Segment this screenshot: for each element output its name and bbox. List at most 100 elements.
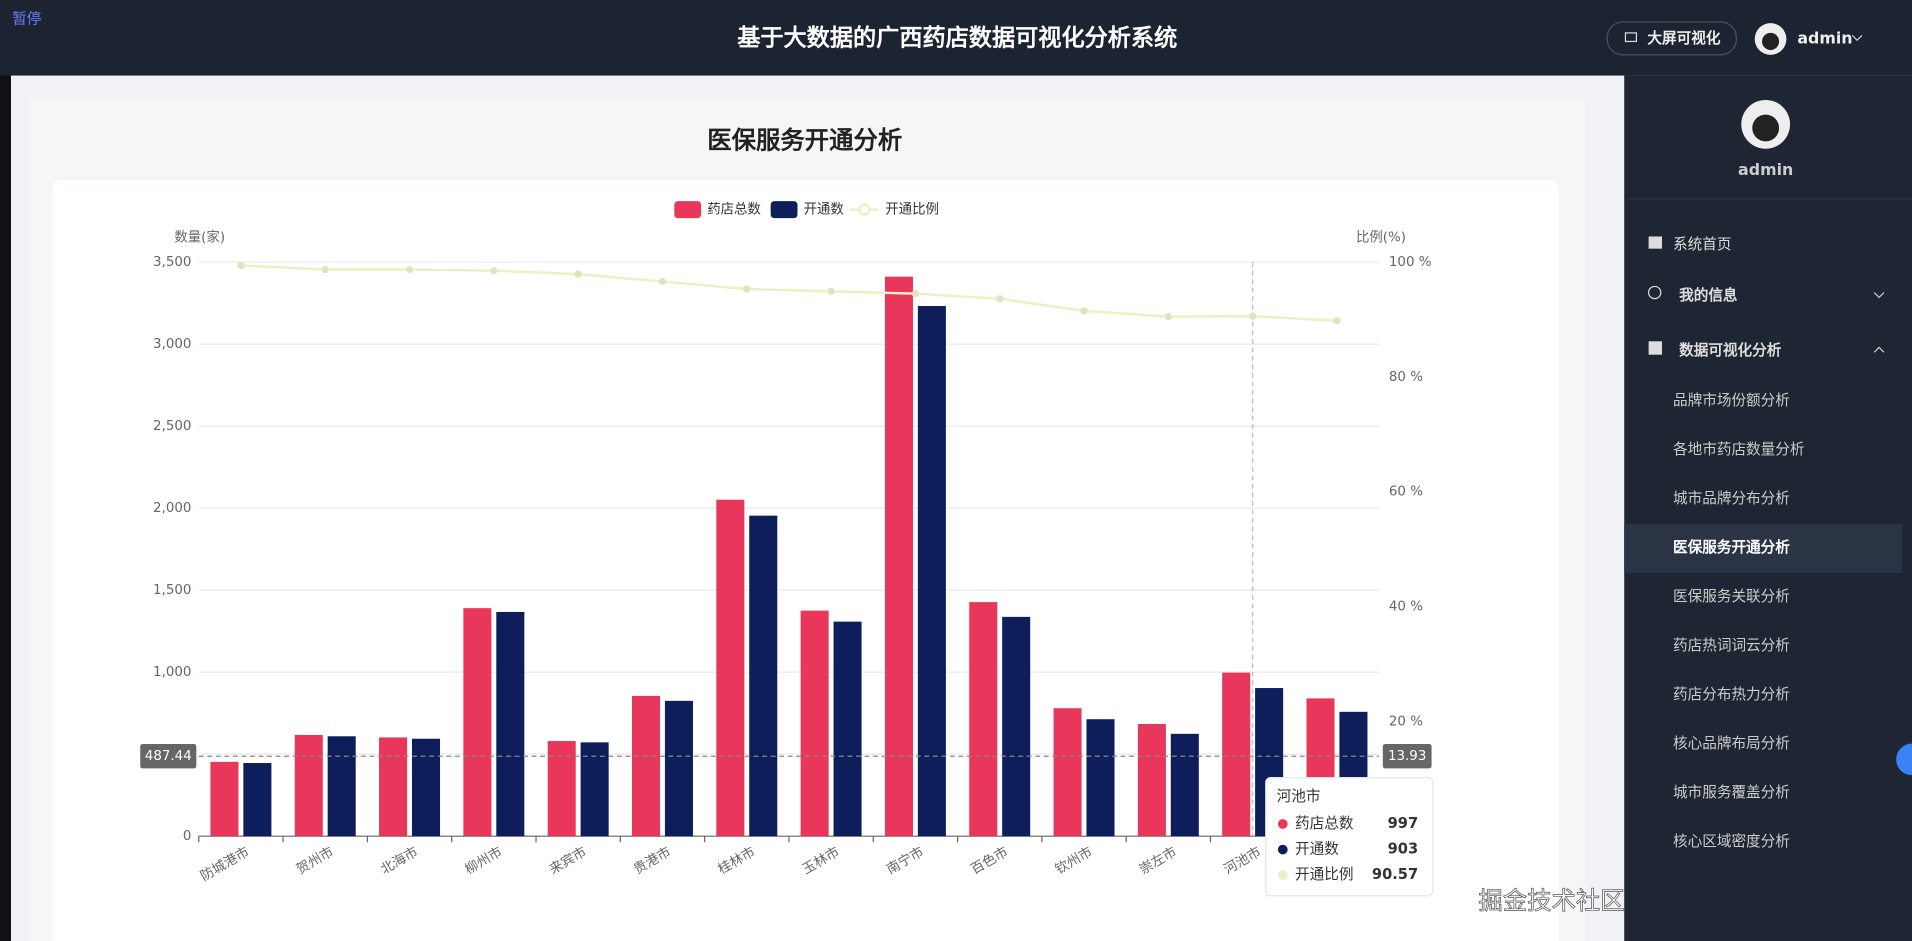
tooltip-value: 997: [1388, 815, 1419, 832]
bar: [884, 276, 913, 837]
ratio-point: [1333, 316, 1341, 325]
y-tick-label: 3,500: [153, 255, 191, 270]
legend-label[interactable]: 药店总数: [707, 202, 761, 218]
submenu: 品牌市场份额分析各地市药店数量分析城市品牌分布分析医保服务开通分析医保服务关联分…: [1673, 392, 1805, 850]
bar: [833, 621, 862, 837]
y2-axis-title: 比例(%): [1356, 230, 1406, 246]
submenu-item[interactable]: 城市品牌分布分析: [1673, 490, 1790, 507]
pointer-label-bg: [140, 744, 197, 769]
tooltip: 河池市 药店总数 997 开通数 903 开通比例 90.57: [1265, 777, 1434, 897]
submenu-item[interactable]: 医保服务关联分析: [1673, 588, 1790, 605]
submenu-item[interactable]: 医保服务开通分析: [1673, 538, 1790, 556]
pointer-label: 487.44: [145, 749, 192, 764]
pointer-label: 13.93: [1388, 749, 1426, 764]
screen-button[interactable]: [1606, 21, 1738, 56]
tooltip-value: 90.57: [1372, 866, 1418, 883]
bar: [1222, 672, 1251, 837]
home-icon: [1648, 236, 1663, 249]
ratio-point: [827, 287, 835, 296]
menu-item[interactable]: 我的信息: [1679, 286, 1738, 304]
y-tick-label: 1,000: [153, 665, 191, 680]
bar: [496, 611, 525, 837]
bar: [1053, 708, 1082, 837]
tooltip-box: [1265, 777, 1434, 897]
tooltip-series: 药店总数: [1295, 815, 1354, 832]
submenu-item[interactable]: 药店热词词云分析: [1673, 637, 1790, 654]
tooltip-series: 开通数: [1295, 841, 1339, 858]
screen-button-label[interactable]: 大屏可视化: [1647, 29, 1720, 47]
pointer-label-bg: [1382, 744, 1432, 769]
y2-tick-label: 20 %: [1389, 714, 1423, 729]
sidebar: [1624, 75, 1912, 941]
bar: [210, 761, 239, 837]
legend-marker[interactable]: [858, 203, 871, 216]
user-icon: [1648, 285, 1662, 300]
ratio-point: [911, 289, 920, 298]
menu-item[interactable]: 数据可视化分析: [1679, 341, 1782, 359]
y-tick-label: 0: [183, 829, 192, 844]
submenu-item[interactable]: 药店分布热力分析: [1673, 686, 1790, 703]
header: [0, 0, 1912, 76]
bar: [917, 306, 946, 837]
bar: [1086, 719, 1115, 837]
y-tick-label: 3,000: [153, 337, 191, 352]
y2-tick-label: 80 %: [1389, 370, 1423, 385]
tooltip-title: 河池市: [1277, 788, 1321, 805]
tooltip-value: 903: [1388, 841, 1419, 858]
bar: [800, 610, 829, 837]
bar: [327, 736, 356, 837]
y2-tick-label: 40 %: [1389, 600, 1423, 615]
ratio-point: [237, 261, 245, 270]
tooltip-series: 开通比例: [1295, 866, 1353, 883]
bar: [411, 738, 441, 837]
tooltip-dot: [1277, 870, 1288, 881]
menu-caret: [1873, 346, 1885, 353]
menu-caret: [1873, 292, 1885, 299]
ratio-point: [743, 285, 751, 293]
page-title: 医保服务开通分析: [707, 125, 902, 154]
ratio-point: [321, 265, 329, 274]
left-edge: [0, 0, 11, 941]
bar: [1002, 616, 1031, 837]
y-axis-title: 数量(家): [174, 229, 225, 246]
active-item-bg: [1624, 524, 1903, 573]
submenu-item[interactable]: 核心品牌布局分析: [1673, 735, 1790, 752]
ratio-line: [240, 264, 1338, 322]
bar: [379, 737, 408, 837]
app-title: 基于大数据的广西药店数据可视化分析系统: [737, 25, 1177, 52]
sidebar-user: admin: [1738, 160, 1793, 179]
ratio-point: [490, 267, 498, 275]
avatar-face: [1752, 114, 1780, 142]
avatar-face: [1762, 32, 1780, 50]
legend-swatch[interactable]: [674, 201, 702, 219]
bar: [716, 499, 745, 837]
bar: [547, 741, 576, 837]
submenu-item[interactable]: 品牌市场份额分析: [1673, 392, 1790, 409]
bar: [631, 695, 661, 837]
bar: [749, 515, 778, 837]
collapse-button[interactable]: [1896, 743, 1912, 776]
user-caret: [1851, 34, 1863, 42]
bar: [664, 700, 693, 837]
submenu-item[interactable]: 城市服务覆盖分析: [1673, 784, 1790, 801]
legend-label[interactable]: 开通数: [804, 202, 845, 218]
bar: [1137, 723, 1166, 837]
submenu-item[interactable]: 核心区域密度分析: [1673, 833, 1790, 850]
ratio-point: [1164, 312, 1173, 321]
menu-item[interactable]: 系统首页: [1673, 236, 1731, 253]
y2-tick-label: 100 %: [1389, 255, 1432, 270]
ratio-point: [1249, 312, 1257, 320]
ratio-point: [996, 295, 1004, 303]
ratio-point: [658, 277, 667, 286]
legend-label[interactable]: 开通比例: [885, 202, 939, 218]
user-name[interactable]: admin: [1797, 29, 1852, 48]
bar: [243, 763, 272, 837]
y-tick-label: 2,500: [153, 419, 191, 434]
submenu-item[interactable]: 各地市药店数量分析: [1673, 441, 1805, 458]
ratio-point: [1080, 307, 1088, 315]
legend-swatch[interactable]: [770, 201, 798, 219]
bar: [294, 734, 323, 837]
bar: [1170, 733, 1199, 837]
